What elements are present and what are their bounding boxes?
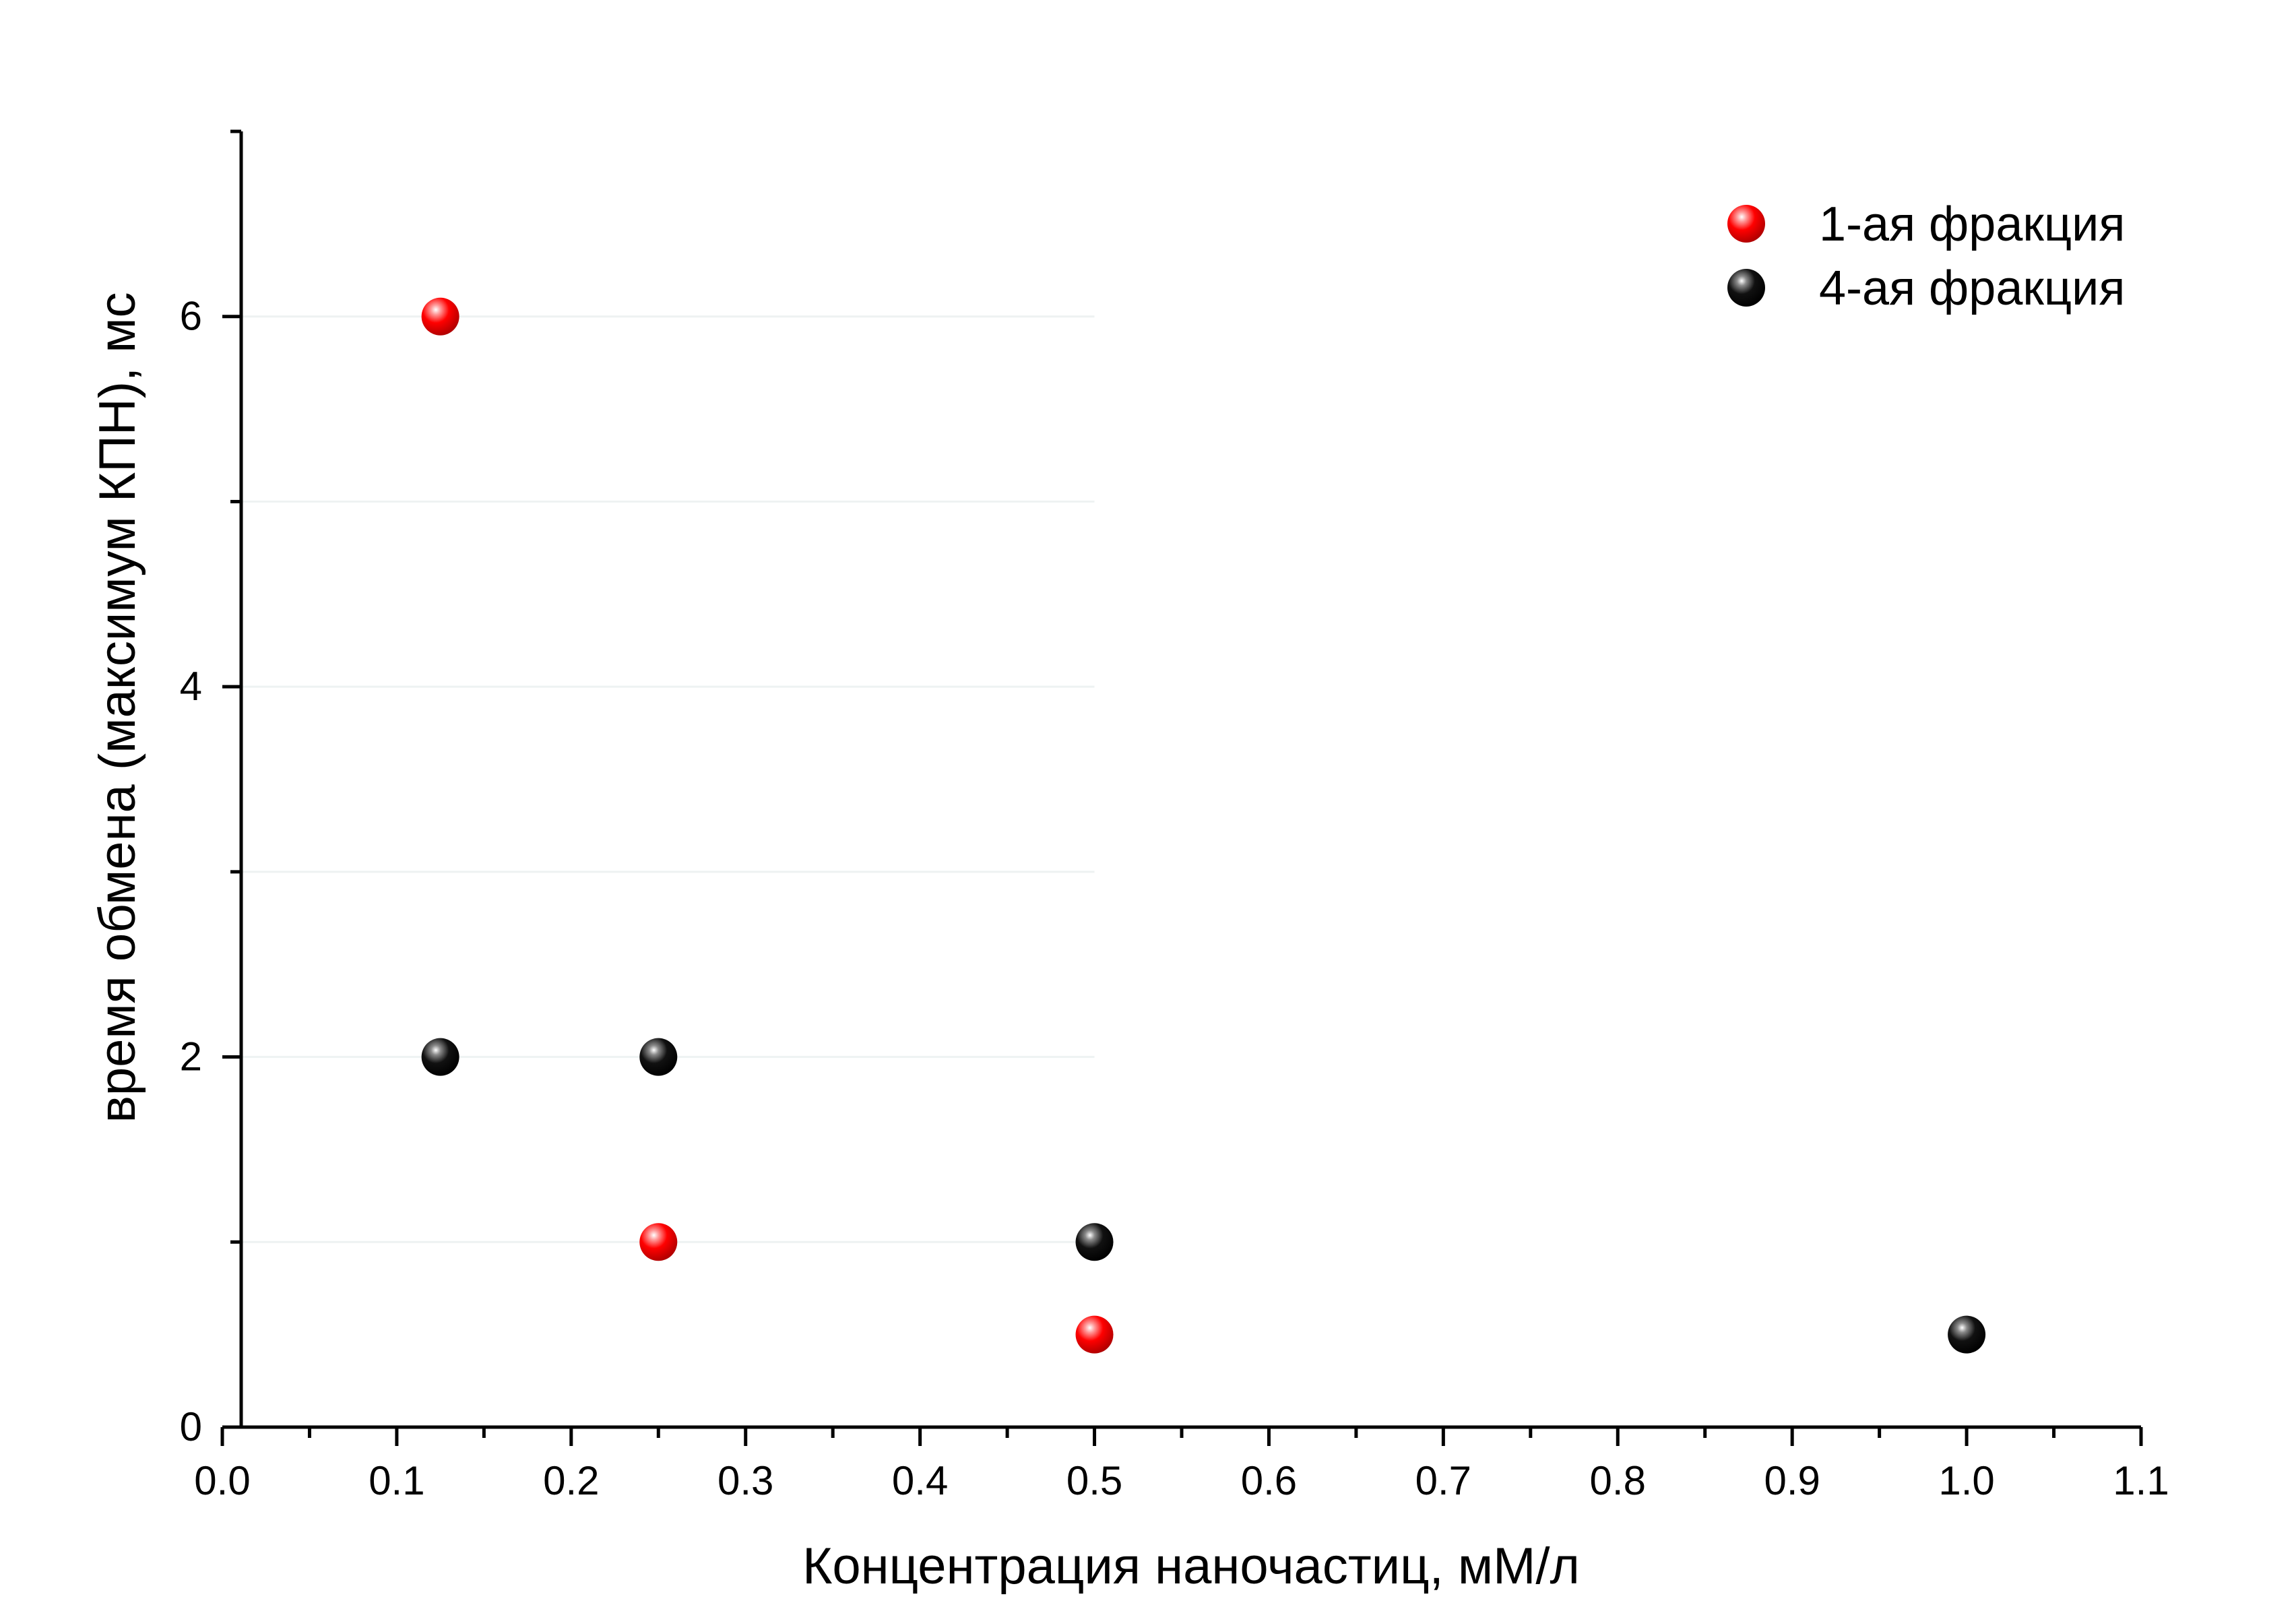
data-point-series-1: [1075, 1315, 1114, 1354]
x-tick-label: 1.0: [1938, 1458, 1994, 1503]
legend: 1-ая фракция 4-ая фракция: [1727, 197, 2125, 315]
x-tick-label: 0.8: [1590, 1458, 1646, 1503]
x-tick-label: 0.3: [718, 1458, 773, 1503]
data-points: [421, 297, 1986, 1354]
x-tick-label: 0.1: [369, 1458, 424, 1503]
data-point-series-2: [1948, 1315, 1986, 1354]
x-tick-label: 1.1: [2113, 1458, 2169, 1503]
x-tick-label: 0.6: [1241, 1458, 1297, 1503]
x-axis-title: Концентрация наночастиц, мМ/л: [802, 1538, 1580, 1595]
data-point-series-2: [1075, 1223, 1114, 1261]
legend-marker: [1727, 205, 1765, 243]
x-tick-label: 0.0: [194, 1458, 250, 1503]
x-tick-label: 0.7: [1415, 1458, 1471, 1503]
x-tick-label: 0.5: [1066, 1458, 1122, 1503]
legend-label: 4-ая фракция: [1819, 261, 2125, 315]
y-tick-label: 6: [180, 294, 202, 339]
y-axis-title: время обмена (максимум КПН), мс: [89, 292, 146, 1123]
legend-label: 1-ая фракция: [1819, 197, 2125, 251]
legend-marker: [1727, 269, 1765, 307]
grid-lines: [241, 315, 1095, 1243]
x-tick-label: 0.2: [543, 1458, 599, 1503]
axes: [222, 131, 2141, 1429]
y-tick-label: 2: [180, 1034, 202, 1079]
data-point-series-1: [421, 297, 459, 336]
x-tick-label: 0.4: [892, 1458, 948, 1503]
y-tick-label: 4: [180, 664, 202, 709]
y-tick-label: 0: [180, 1404, 202, 1449]
data-point-series-2: [639, 1038, 678, 1076]
y-ticks: 0 2 4 6: [180, 129, 241, 1449]
x-tick-label: 0.9: [1764, 1458, 1820, 1503]
data-point-series-1: [639, 1223, 678, 1261]
x-ticks: 0.0 0.1 0.2 0.3 0.4 0.5 0.6 0.7 0.8 0.9 1.0 1.1: [194, 1427, 2169, 1503]
data-point-series-2: [421, 1038, 459, 1076]
